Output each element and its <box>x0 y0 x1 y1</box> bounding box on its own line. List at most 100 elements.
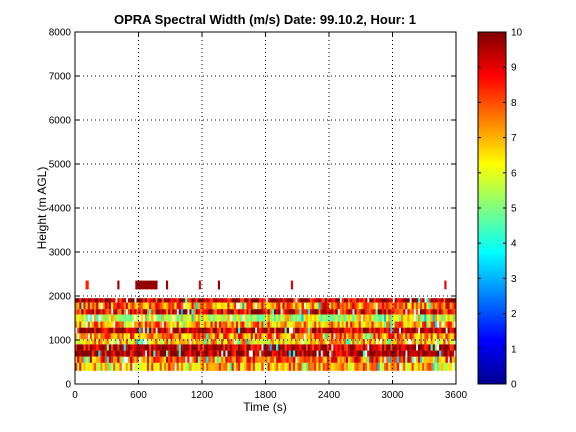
heatmap-cell <box>138 350 141 357</box>
heatmap-cell <box>307 362 311 371</box>
heatmap-cell <box>369 302 372 310</box>
heatmap-cell <box>426 309 429 315</box>
heatmap-cell <box>312 350 315 357</box>
heatmap-cell <box>250 314 254 322</box>
heatmap-cell <box>320 339 323 345</box>
heatmap-cell <box>293 314 296 322</box>
heatmap-cell <box>449 314 453 322</box>
heatmap-cell <box>358 356 362 363</box>
heatmap-cell <box>411 362 414 371</box>
heatmap-cell <box>250 302 254 310</box>
heatmap-cell <box>343 327 347 334</box>
heatmap-cell <box>123 298 127 303</box>
heatmap-cell <box>375 333 378 340</box>
heatmap-cell <box>151 327 154 334</box>
heatmap-cell <box>386 333 389 340</box>
heatmap-cell <box>153 344 156 351</box>
heatmap-cell <box>142 321 146 328</box>
heatmap-cell <box>172 339 175 345</box>
heatmap-cell <box>434 344 438 351</box>
heatmap-cell <box>87 362 91 371</box>
heatmap-cell <box>193 302 196 310</box>
heatmap-cell <box>293 362 296 371</box>
heatmap-cell <box>104 302 108 310</box>
heatmap-cell <box>288 302 292 310</box>
heatmap-cell <box>240 350 243 357</box>
heatmap-cell <box>284 327 287 334</box>
heatmap-cell <box>392 362 395 371</box>
heatmap-cell <box>199 362 203 371</box>
heatmap-cell <box>259 309 262 315</box>
heatmap-cell <box>444 280 447 290</box>
y-tick-label: 2000 <box>49 292 72 303</box>
heatmap-cell <box>132 309 135 315</box>
heatmap-cell <box>153 302 156 310</box>
heatmap-cell <box>204 314 207 322</box>
heatmap-cell <box>151 362 154 371</box>
heatmap-cell <box>127 321 131 328</box>
heatmap-cell <box>341 321 345 328</box>
heatmap-cell <box>377 314 381 322</box>
heatmap-cell <box>430 356 434 363</box>
colorbar-tick-label: 5 <box>511 204 517 215</box>
heatmap-cell <box>394 350 398 357</box>
heatmap-cell <box>428 350 431 357</box>
heatmap-cell <box>373 321 376 328</box>
heatmap-cell <box>388 356 391 363</box>
heatmap-cell <box>278 309 281 315</box>
heatmap-cell <box>261 298 264 303</box>
heatmap-cell <box>356 356 359 363</box>
heatmap-cell <box>106 333 110 340</box>
heatmap-cell <box>381 314 385 322</box>
heatmap-cell <box>142 350 146 357</box>
heatmap-cell <box>197 309 201 315</box>
heatmap-cell <box>386 344 389 351</box>
heatmap-cell <box>136 339 139 345</box>
heatmap-cell <box>373 356 376 363</box>
heatmap-cell <box>195 321 199 328</box>
heatmap-cell <box>96 309 99 315</box>
heatmap-cell <box>407 344 410 351</box>
heatmap-cell <box>358 314 362 322</box>
heatmap-cell <box>324 333 328 340</box>
heatmap-cell <box>100 362 103 371</box>
heatmap-cell <box>367 314 370 322</box>
heatmap-cell <box>189 309 192 315</box>
heatmap-cell <box>252 350 256 357</box>
heatmap-cell <box>83 298 86 303</box>
heatmap-cell <box>149 350 152 357</box>
heatmap-cell <box>403 344 406 351</box>
heatmap-cell <box>398 333 402 340</box>
heatmap-cell <box>259 362 262 371</box>
heatmap-cell <box>265 327 268 334</box>
heatmap-cell <box>121 314 124 322</box>
heatmap-cell <box>428 333 431 340</box>
heatmap-cell <box>314 350 317 357</box>
heatmap-cell <box>142 362 146 371</box>
heatmap-cell <box>100 344 103 351</box>
heatmap-cell <box>144 302 148 310</box>
heatmap-cell <box>352 298 355 303</box>
heatmap-cell <box>168 350 171 357</box>
heatmap-cell <box>271 298 275 303</box>
heatmap-cell <box>113 362 116 371</box>
heatmap-cell <box>223 344 226 351</box>
heatmap-cell <box>377 309 381 315</box>
heatmap-cell <box>178 350 182 357</box>
heatmap-cell <box>375 309 378 315</box>
heatmap-cell <box>314 356 317 363</box>
heatmap-cell <box>314 298 317 303</box>
heatmap-cell <box>381 327 385 334</box>
heatmap-cell <box>123 350 127 357</box>
heatmap-cell <box>159 302 163 310</box>
heatmap-cell <box>195 362 199 371</box>
heatmap-cell <box>163 298 167 303</box>
heatmap-cell <box>339 333 342 340</box>
heatmap-cell <box>267 298 271 303</box>
heatmap-cell <box>280 302 283 310</box>
heatmap-cell <box>271 327 275 334</box>
heatmap-cell <box>375 344 378 351</box>
heatmap-cell <box>358 344 362 351</box>
heatmap-cell <box>261 356 264 363</box>
